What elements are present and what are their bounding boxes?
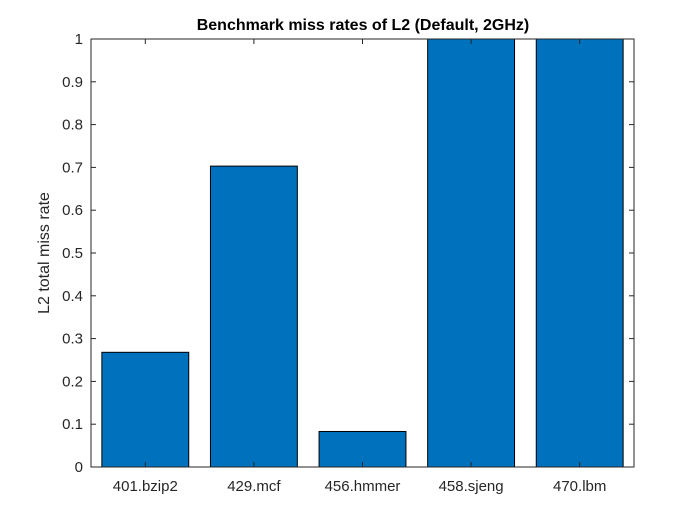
y-tick-label: 0.7 (62, 159, 83, 176)
y-tick-label: 0.5 (62, 245, 83, 262)
bar-401-bzip2 (101, 351, 190, 468)
x-tick-label: 470.lbm (553, 478, 606, 495)
x-tick-label: 458.sjeng (439, 478, 504, 495)
y-tick-label: 0 (75, 459, 83, 476)
bars-layer (101, 38, 624, 468)
bar-458-sjeng (427, 38, 516, 468)
axes-layer (90, 38, 635, 468)
bar-456-hmmer (318, 430, 407, 468)
y-axis-title: L2 total miss rate (36, 192, 53, 314)
y-tick-label: 0.1 (62, 416, 83, 433)
x-tick-label: 401.bzip2 (113, 478, 178, 495)
y-tick-label: 0.6 (62, 202, 83, 219)
chart-title: Benchmark miss rates of L2 (Default, 2GH… (197, 17, 530, 34)
x-tick-label: 456.hmmer (325, 478, 401, 495)
y-tick-label: 0.3 (62, 331, 83, 348)
tick-labels-layer: 0 0.1 0.2 0.3 0.4 0.5 0.6 0.7 0.8 0.9 1 401.bzip2 42… (62, 31, 606, 495)
bar-470-lbm (535, 38, 624, 468)
y-tick-label: 1 (75, 31, 83, 48)
x-tick-label: 429.mcf (227, 478, 281, 495)
y-tick-label: 0.2 (62, 373, 83, 390)
y-tick-label: 0.4 (62, 288, 83, 305)
y-tick-label: 0.9 (62, 74, 83, 91)
y-tick-label: 0.8 (62, 117, 83, 134)
bar-429-mcf (209, 165, 298, 468)
